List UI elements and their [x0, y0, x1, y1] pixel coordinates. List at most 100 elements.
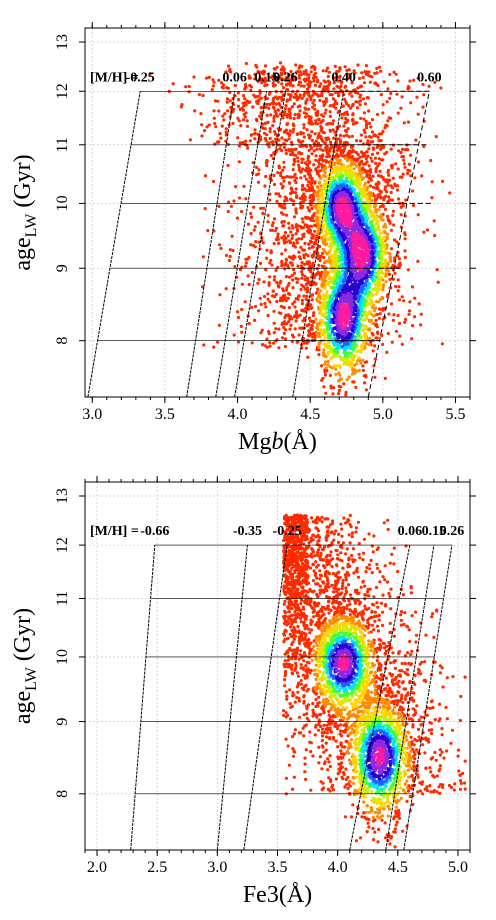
data-point: [281, 168, 285, 172]
data-point: [261, 343, 265, 347]
data-point: [297, 250, 301, 254]
data-point: [360, 71, 364, 75]
data-point: [278, 299, 282, 303]
data-point: [238, 268, 242, 272]
data-point: [368, 298, 372, 302]
data-point: [262, 72, 266, 76]
data-point: [399, 151, 403, 155]
data-point: [400, 147, 405, 151]
data-point: [236, 91, 240, 95]
data-point: [361, 194, 365, 198]
data-point: [382, 80, 386, 84]
data-point: [321, 114, 325, 118]
data-point: [226, 142, 230, 146]
data-point: [294, 147, 298, 151]
data-point: [387, 195, 391, 199]
data-point: [386, 170, 390, 174]
data-point: [337, 388, 341, 392]
data-point: [294, 153, 298, 157]
data-point: [319, 121, 323, 125]
data-point: [325, 368, 329, 373]
data-point: [298, 313, 302, 317]
data-point: [374, 161, 378, 165]
data-point: [410, 189, 415, 193]
data-point: [293, 305, 297, 309]
data-point: [343, 85, 347, 89]
data-point: [262, 131, 267, 135]
data-point: [374, 222, 378, 226]
data-point: [391, 213, 395, 218]
data-point: [327, 137, 331, 141]
data-point: [390, 340, 394, 344]
data-point: [262, 294, 267, 299]
data-point: [388, 96, 392, 100]
data-point: [440, 342, 444, 346]
data-point: [377, 139, 381, 143]
data-point: [253, 77, 257, 81]
data-point: [273, 130, 277, 134]
data-point: [408, 300, 412, 304]
data-point: [326, 66, 330, 70]
data-point: [397, 285, 401, 289]
data-point: [358, 163, 362, 167]
data-point: [356, 86, 360, 90]
data-point: [296, 264, 300, 268]
data-point: [192, 75, 196, 79]
data-point: [303, 115, 308, 119]
data-point: [281, 85, 285, 90]
data-point: [292, 116, 296, 121]
data-point: [326, 74, 330, 79]
data-point: [269, 258, 273, 262]
data-point: [319, 82, 323, 86]
data-point: [352, 167, 356, 171]
data-point: [268, 129, 272, 134]
data-point: [264, 139, 268, 143]
data-point: [271, 124, 275, 128]
data-point: [384, 123, 388, 127]
data-point: [275, 199, 279, 203]
data-point: [263, 184, 267, 188]
data-point: [343, 65, 347, 69]
data-point: [300, 184, 305, 188]
data-point: [278, 128, 283, 132]
data-point: [213, 121, 217, 126]
data-point: [280, 236, 284, 240]
data-point: [304, 101, 308, 105]
data-point: [256, 69, 260, 74]
data-point: [321, 297, 325, 301]
data-point: [347, 351, 351, 355]
data-point: [219, 136, 223, 140]
data-point: [225, 100, 229, 104]
data-point: [292, 271, 297, 275]
data-point: [276, 237, 280, 241]
data-point: [199, 112, 203, 116]
data-point: [355, 349, 359, 354]
data-point: [349, 106, 353, 110]
data-point: [311, 245, 315, 249]
data-point: [280, 252, 284, 256]
data-point: [334, 367, 338, 371]
data-point: [312, 149, 316, 153]
data-point: [339, 81, 343, 85]
data-point: [439, 86, 443, 90]
data-point: [298, 257, 303, 261]
data-point: [275, 148, 279, 152]
data-point: [285, 198, 289, 202]
data-point: [313, 107, 317, 111]
data-point: [323, 336, 327, 340]
data-point: [236, 136, 240, 140]
data-point: [283, 110, 287, 114]
data-point: [268, 136, 272, 141]
data-point: [409, 174, 413, 178]
data-point: [349, 278, 353, 282]
data-point: [312, 198, 316, 202]
data-point: [348, 316, 353, 321]
data-point: [314, 282, 318, 286]
data-point: [281, 289, 285, 293]
data-point: [287, 133, 291, 138]
data-point: [365, 197, 369, 202]
data-point: [283, 142, 287, 146]
data-point: [293, 172, 297, 176]
data-point: [347, 135, 351, 139]
data-point: [342, 134, 346, 138]
